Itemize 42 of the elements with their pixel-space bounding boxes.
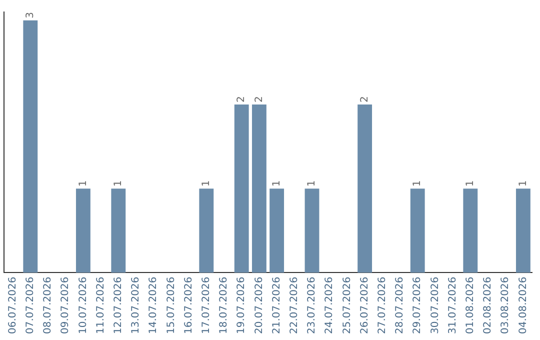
x-tick-label: 10.07.2026 [78,276,89,334]
x-tick-label: 08.07.2026 [42,276,54,334]
x-tick-label: 16.07.2026 [183,276,194,334]
x-tick-label: 25.07.2026 [342,276,353,334]
x-tick-label: 30.07.2026 [430,276,441,334]
x-tick-label: 19.07.2026 [236,276,248,334]
x-tick-label: 07.07.2026 [24,276,36,334]
data-label: 1 [271,180,282,187]
x-tick-label: 22.07.2026 [288,276,300,334]
x-tick-label: 24.07.2026 [324,276,336,334]
x-tick-label: 06.07.2026 [7,276,18,334]
data-label: 1 [518,180,529,187]
x-tick-label: 28.07.2026 [394,276,406,334]
x-tick-label: 27.07.2026 [376,276,388,334]
data-label: 2 [236,96,248,103]
data-label: 1 [200,180,212,187]
data-label: 1 [412,180,424,187]
x-tick-label: 15.07.2026 [166,276,177,334]
x-tick-label: 02.08.2026 [482,276,494,334]
data-label: 1 [306,180,318,187]
x-tick-label: 09.07.2026 [60,276,72,334]
x-tick-label: 23.07.2026 [306,276,318,334]
data-label: 1 [464,180,476,187]
x-tick-label: 20.07.2026 [254,276,265,334]
x-tick-label: 13.07.2026 [130,276,142,334]
x-tick-label: 14.07.2026 [148,276,160,334]
x-tick-label: 03.08.2026 [500,276,512,334]
x-tick-label: 17.07.2026 [200,276,212,334]
data-label: 1 [78,180,89,187]
data-label: 1 [112,180,124,187]
x-tick-label: 21.07.2026 [271,276,282,334]
data-label: 2 [359,96,370,103]
x-tick-label: 01.08.2026 [464,276,476,334]
data-label: 3 [24,12,36,18]
x-tick-label: 04.08.2026 [518,276,529,334]
x-tick-label: 12.07.2026 [112,276,124,334]
x-tick-label: 11.07.2026 [95,276,106,334]
data-label: 2 [254,96,265,103]
x-tick-label: 29.07.2026 [412,276,424,334]
x-tick-label: 26.07.2026 [359,276,370,334]
x-tick-label: 31.07.2026 [447,276,458,334]
x-tick-label: 18.07.2026 [218,276,230,334]
